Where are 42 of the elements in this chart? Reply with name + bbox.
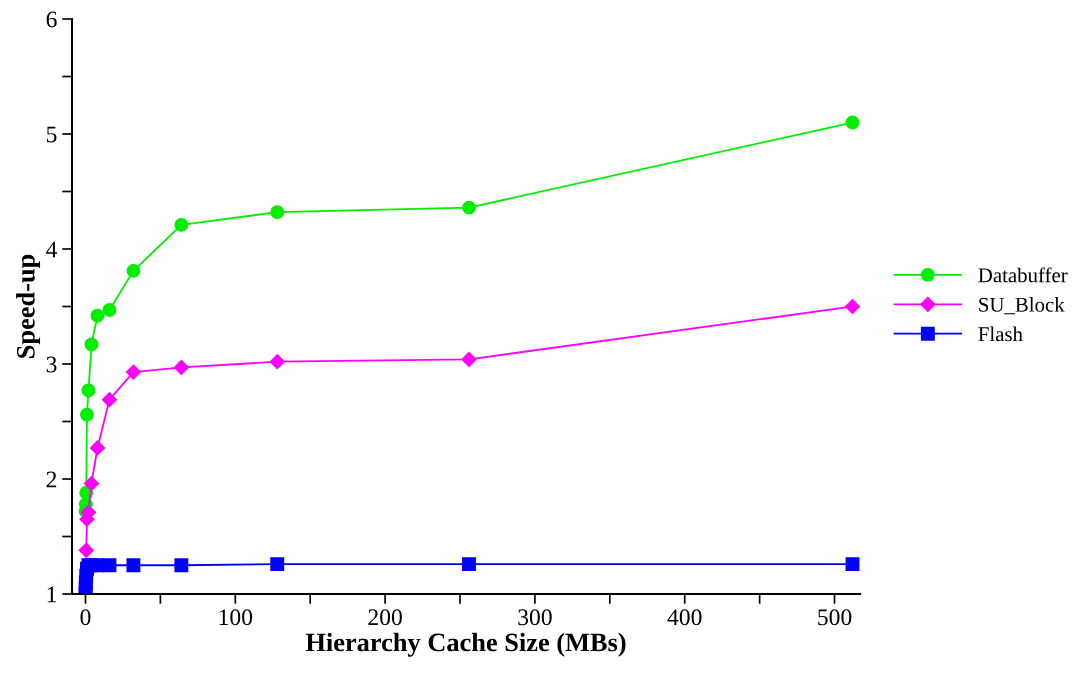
x-axis-title: Hierarchy Cache Size (MBs) <box>305 632 626 657</box>
point <box>78 542 94 558</box>
x-tick-label: 500 <box>818 609 852 626</box>
point <box>84 337 99 352</box>
point <box>89 440 106 456</box>
point <box>844 298 860 315</box>
point <box>461 351 477 367</box>
legend-label: SU_Block <box>979 297 1065 315</box>
legend-label: Flash <box>978 326 1023 342</box>
point <box>462 557 476 572</box>
point <box>462 200 476 215</box>
point <box>270 205 285 220</box>
y-tick-label: 6 <box>46 11 57 28</box>
point <box>126 558 141 573</box>
x-tick-label: 100 <box>219 609 253 626</box>
y-tick-label: 5 <box>46 126 57 143</box>
point <box>126 263 141 278</box>
point <box>270 557 285 572</box>
point <box>125 364 141 380</box>
x-tick-label: 0 <box>80 609 91 626</box>
y-tick-label: 4 <box>46 241 58 258</box>
point <box>101 392 118 408</box>
x-tick-label: 200 <box>368 609 402 626</box>
point <box>845 115 860 130</box>
point <box>845 557 860 572</box>
point <box>90 308 105 323</box>
point <box>174 217 189 232</box>
point <box>81 383 96 398</box>
point <box>269 354 285 370</box>
point <box>80 407 94 422</box>
legend-label: Databuffer <box>978 267 1068 283</box>
point <box>102 303 117 317</box>
point <box>174 558 189 573</box>
x-tick-label: 400 <box>667 609 702 626</box>
y-axis-title: Speed-up <box>16 254 41 358</box>
point <box>83 476 100 492</box>
y-tick-label: 3 <box>46 356 57 373</box>
point <box>102 558 117 573</box>
y-tick-label: 2 <box>46 471 57 488</box>
point <box>173 359 189 376</box>
y-tick-label: 1 <box>47 586 56 603</box>
x-tick-label: 300 <box>518 609 552 626</box>
